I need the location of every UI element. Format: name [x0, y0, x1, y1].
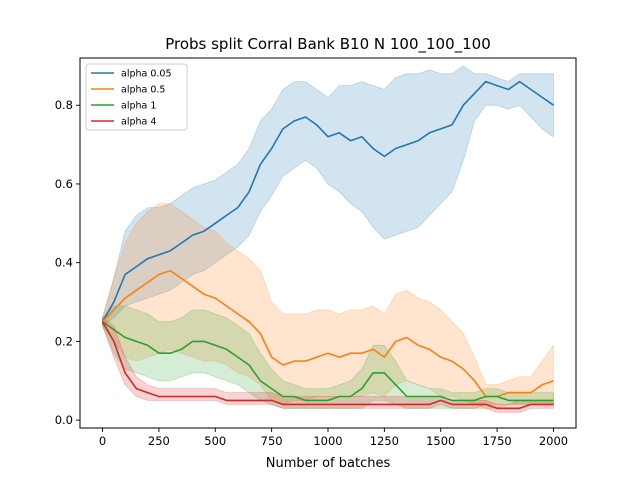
- line-series-2: [102, 321, 554, 402]
- legend-label-1: alpha 0.5: [121, 85, 165, 96]
- x-tick-label-7: 1750: [482, 434, 511, 448]
- legend: alpha 0.05 alpha 0.5 alpha 1 alpha 4: [85, 63, 188, 131]
- x-axis-ticks: 0 250 500 750 1000 1250 1500 1750 2000: [99, 428, 568, 448]
- y-tick-label-0: 0.0: [55, 413, 73, 427]
- legend-label-2: alpha 1: [121, 101, 156, 112]
- y-tick-label-3: 0.6: [55, 177, 73, 191]
- x-tick-label-0: 0: [99, 434, 106, 448]
- x-tick-label-1: 250: [148, 434, 170, 448]
- x-axis-label: Number of batches: [266, 456, 391, 471]
- x-tick-label-4: 1000: [313, 434, 342, 448]
- legend-label-0: alpha 0.05: [121, 69, 172, 80]
- band-series-3: [102, 317, 554, 413]
- legend-label-3: alpha 4: [121, 117, 156, 128]
- band-series-0: [102, 65, 554, 327]
- line-series-1: [101, 269, 554, 398]
- y-tick-label-1: 0.2: [55, 334, 73, 348]
- x-tick-label-3: 750: [261, 434, 283, 448]
- x-tick-label-6: 1500: [426, 434, 455, 448]
- line-series-3: [101, 321, 554, 410]
- chart-title: Probs split Corral Bank B10 N 100_100_10…: [165, 35, 491, 54]
- y-tick-label-2: 0.4: [55, 256, 73, 270]
- y-axis-ticks: 0.0 0.2 0.4 0.6 0.8: [55, 98, 80, 427]
- x-tick-label-2: 500: [204, 434, 226, 448]
- x-tick-label-8: 2000: [539, 434, 568, 448]
- line-series-0: [101, 80, 554, 323]
- series-lines: [101, 80, 554, 410]
- y-tick-label-4: 0.8: [55, 98, 73, 112]
- x-tick-label-5: 1250: [370, 434, 399, 448]
- legend-box: [85, 63, 188, 131]
